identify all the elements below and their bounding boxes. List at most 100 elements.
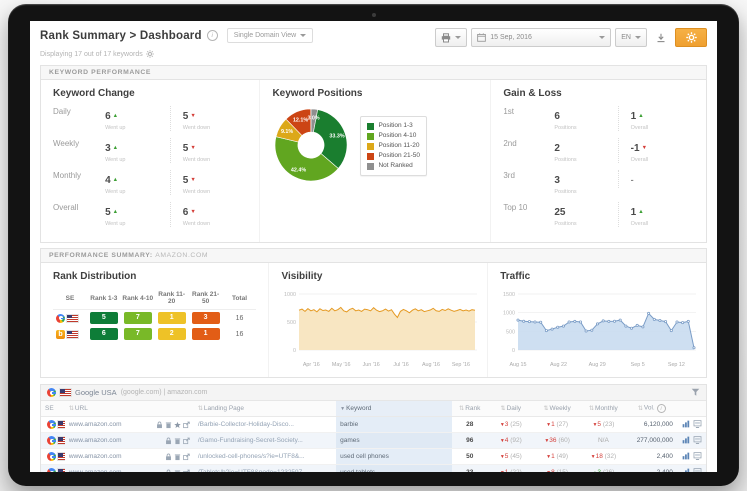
positions-stat: 25 Positions [554,207,577,227]
rank-distribution-title: Rank Distribution [53,271,137,282]
view-selector-dropdown[interactable]: Single Domain View [226,28,314,43]
keyword-positions-donut-chart: 3.0% 33.3% 42.4% 9.1% 12.1% [272,106,350,184]
keyword-performance-panel: Keyword Change Daily 6 ▲ Went up 5 ▼ Went do… [40,80,707,243]
rd-total: 16 [235,314,244,322]
download-button[interactable] [651,29,671,46]
google-icon [47,452,56,461]
svg-text:Aug '16: Aug '16 [422,362,440,368]
col-header-vol[interactable]: ⇅Vol. i [626,401,677,417]
star-icon[interactable] [174,421,181,429]
col-header-keyword[interactable]: ▼Keyword [336,401,452,417]
trash-icon[interactable] [174,469,181,472]
url-link[interactable]: www.amazon.com [68,437,122,444]
rank-count-chip: 1 [191,328,220,340]
external-icon[interactable] [183,437,190,445]
gain-loss-row: Top 10 25 Positions 1 ▲ Overall [503,202,694,227]
chart-legend: Position 1-3 Position 4-10 Position 11-20 P… [360,116,428,176]
col-header-url[interactable]: ⇅URL [64,401,194,417]
rank-change: ▼1 (22) [500,469,522,472]
svg-text:Apr '16: Apr '16 [303,362,320,368]
rd-column-header: Total [222,289,257,310]
col-header-landingpage[interactable]: ⇅Landing Page [193,401,337,417]
went-up-stat: 5 ▲ Went up [105,207,126,227]
landing-page-cell[interactable]: /Barbie-Collector-Holiday-Disco... [193,416,337,433]
visibility-title: Visibility [281,271,323,282]
daily-change-cell: ▼4 (92) [487,432,534,449]
rank-count-chip: 7 [123,312,152,324]
svg-text:Jun '16: Jun '16 [363,362,380,368]
legend-label: Not Ranked [378,162,413,169]
date-picker[interactable]: 15 Sep, 2016 [471,28,612,47]
col-header-weekly[interactable]: ⇅Weekly [533,401,581,417]
trash-icon[interactable] [174,453,181,461]
svg-text:Aug 22: Aug 22 [550,362,567,368]
svg-text:May '16: May '16 [332,362,351,368]
svg-text:Sep '16: Sep '16 [452,362,470,368]
table-header-band: Google USA (google.com) | amazon.com [41,385,706,401]
settings-button[interactable] [675,28,707,47]
dashboard-screen: Rank Summary > Dashboard i Single Domain… [30,21,717,472]
up-arrow-icon: ▲ [112,177,119,183]
svg-text:500: 500 [506,329,515,335]
print-button[interactable] [435,28,468,47]
trash-icon[interactable] [165,421,172,429]
lock-icon[interactable] [156,421,163,429]
weekly-change-cell: ▼1 (27) [533,416,581,433]
table-subtitle: (google.com) | amazon.com [120,389,208,396]
analytics-icon[interactable] [682,436,690,444]
rank-count-chip: 5 [89,312,118,324]
url-link[interactable]: www.amazon.com [68,421,122,428]
google-icon [47,436,56,445]
rank-change: ▼1 (49) [546,453,569,460]
serp-icon[interactable] [693,451,702,460]
position-label: 1st [503,107,515,116]
down-arrow-icon: ▼ [190,177,196,183]
info-icon[interactable]: i [206,30,218,41]
lock-icon[interactable] [165,453,172,461]
landing-page-cell[interactable]: /unlocked-cell-phones/s?ie=UTF8&... [193,448,337,465]
analytics-icon[interactable] [682,468,690,472]
landing-page-cell[interactable]: /Tablets/b?ie=UTF8&node=1232597... [193,464,337,472]
calendar-icon [477,33,487,42]
gear-icon[interactable] [145,50,154,58]
external-icon[interactable] [183,469,190,472]
analytics-icon[interactable] [682,452,690,460]
lock-icon[interactable] [165,469,172,472]
col-header-actions [676,401,706,417]
col-header-monthly[interactable]: ⇅Monthly [580,401,627,417]
gain-loss-title: Gain & Loss [503,88,562,99]
language-selector[interactable]: EN [615,28,647,47]
col-header-daily[interactable]: ⇅Daily [487,401,534,417]
external-icon[interactable] [183,453,190,461]
table-row: www.amazon.com /unlocked-cell-phones/s?i… [41,448,706,465]
bing-icon: b [56,329,65,339]
volume-cell: 6,120,000 [626,416,677,433]
svg-text:Jul '16: Jul '16 [394,362,409,368]
position-label: 2nd [503,139,517,148]
analytics-icon[interactable] [682,420,690,428]
url-link[interactable]: www.amazon.com [69,469,122,472]
rank-change: ▼18 (32) [590,453,617,460]
filter-icon[interactable] [691,388,700,397]
serp-icon[interactable] [693,467,702,472]
external-icon[interactable] [183,421,190,429]
landing-page-cell[interactable]: /Gamo-Fundraising-Secret-Society... [193,432,337,449]
col-header-rank[interactable]: ⇅Rank [451,401,488,417]
info-icon[interactable]: i [656,404,666,413]
us-flag-icon [57,452,65,461]
svg-text:Aug 15: Aug 15 [510,362,527,368]
svg-text:9.1%: 9.1% [281,129,293,135]
serp-icon[interactable] [693,435,702,444]
section-label: KEYWORD PERFORMANCE [49,69,152,76]
legend-swatch [367,122,375,130]
monthly-change-cell: ▼18 (32) [580,448,627,465]
serp-icon[interactable] [693,419,702,428]
trash-icon[interactable] [174,437,181,445]
overall-stat: -1 ▼ Overall [617,138,694,163]
metric-label: Overall [53,203,79,212]
tablet-frame: Rank Summary > Dashboard i Single Domain… [8,4,739,486]
lock-icon[interactable] [165,437,172,445]
svg-text:1000: 1000 [503,311,515,317]
url-link[interactable]: www.amazon.com [68,453,122,460]
